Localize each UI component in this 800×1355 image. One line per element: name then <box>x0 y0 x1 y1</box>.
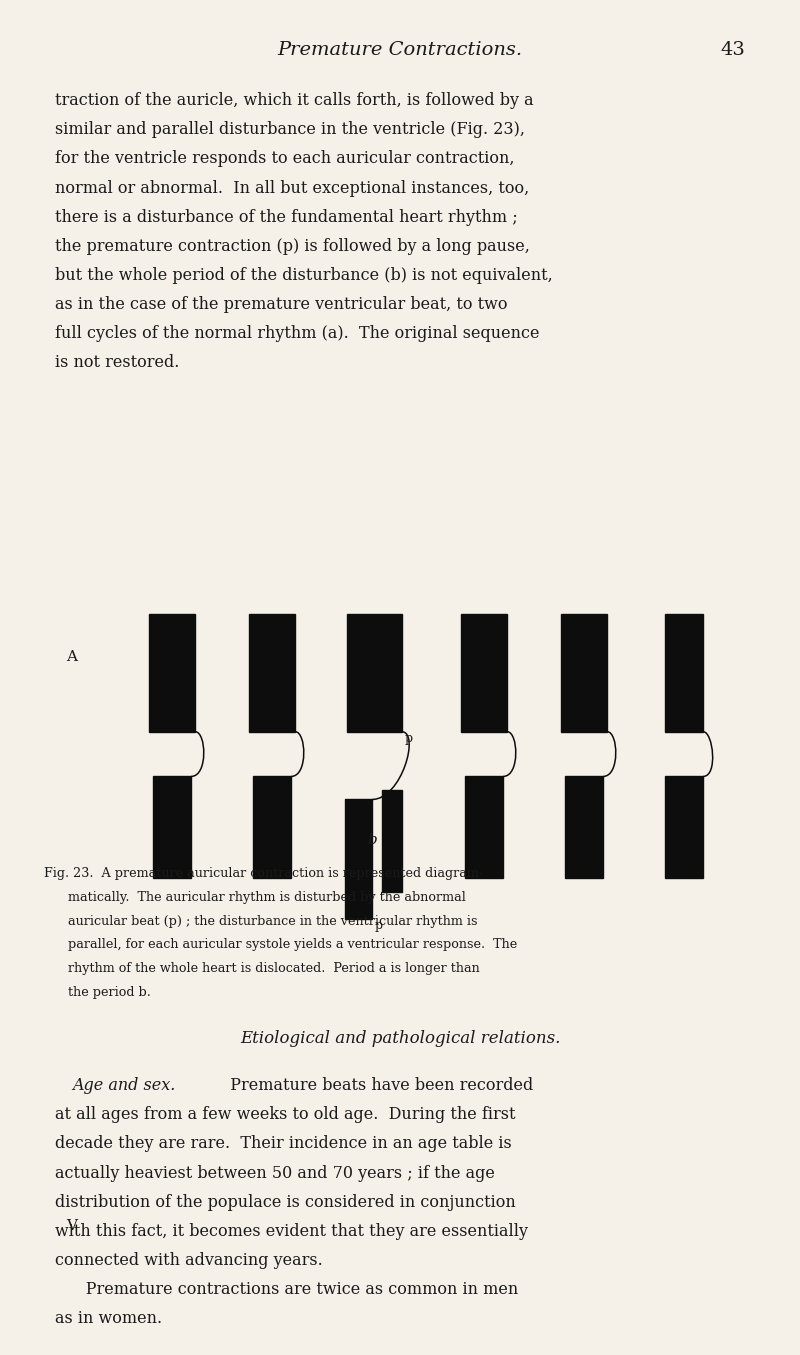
Bar <box>153 776 191 878</box>
Text: Fig. 23.  A premature auricular contraction is represented diagram-: Fig. 23. A premature auricular contracti… <box>44 867 483 881</box>
Text: actually heaviest between 50 and 70 years ; if the age: actually heaviest between 50 and 70 year… <box>55 1164 495 1182</box>
Text: Etiological and pathological relations.: Etiological and pathological relations. <box>240 1030 560 1047</box>
Text: but the whole period of the disturbance (b) is not equivalent,: but the whole period of the disturbance … <box>55 267 553 285</box>
Text: as in the case of the premature ventricular beat, to two: as in the case of the premature ventricu… <box>55 295 507 313</box>
Bar <box>665 776 703 878</box>
Text: similar and parallel disturbance in the ventricle (Fig. 23),: similar and parallel disturbance in the … <box>55 122 525 138</box>
Text: matically.  The auricular rhythm is disturbed by the abnormal: matically. The auricular rhythm is distu… <box>68 892 466 904</box>
Bar <box>465 776 503 878</box>
Text: connected with advancing years.: connected with advancing years. <box>55 1252 323 1270</box>
Text: parallel, for each auricular systole yields a ventricular response.  The: parallel, for each auricular systole yie… <box>68 938 518 951</box>
Bar <box>382 790 402 892</box>
Text: p: p <box>375 919 383 932</box>
Text: b: b <box>367 833 377 847</box>
Text: the premature contraction (p) is followed by a long pause,: the premature contraction (p) is followe… <box>55 238 530 255</box>
Text: traction of the auricle, which it calls forth, is followed by a: traction of the auricle, which it calls … <box>55 92 534 110</box>
Text: auricular beat (p) ; the disturbance in the ventricular rhythm is: auricular beat (p) ; the disturbance in … <box>68 915 478 928</box>
Text: there is a disturbance of the fundamental heart rhythm ;: there is a disturbance of the fundamenta… <box>55 209 518 226</box>
Text: Premature contractions are twice as common in men: Premature contractions are twice as comm… <box>55 1280 518 1298</box>
Bar <box>347 614 402 732</box>
Text: as in women.: as in women. <box>55 1310 162 1328</box>
Text: A: A <box>66 650 78 664</box>
Bar <box>665 614 703 732</box>
Text: p: p <box>405 732 413 745</box>
Bar <box>249 614 295 732</box>
Text: V: V <box>66 1220 78 1233</box>
Text: is not restored.: is not restored. <box>55 354 179 371</box>
Text: at all ages from a few weeks to old age.  During the first: at all ages from a few weeks to old age.… <box>55 1106 516 1123</box>
Text: with this fact, it becomes evident that they are essentially: with this fact, it becomes evident that … <box>55 1222 528 1240</box>
Text: 43: 43 <box>720 41 745 58</box>
Text: decade they are rare.  Their incidence in an age table is: decade they are rare. Their incidence in… <box>55 1135 512 1153</box>
Text: normal or abnormal.  In all but exceptional instances, too,: normal or abnormal. In all but exception… <box>55 179 530 196</box>
Text: full cycles of the normal rhythm (a).  The original sequence: full cycles of the normal rhythm (a). Th… <box>55 325 539 343</box>
Text: for the ventricle responds to each auricular contraction,: for the ventricle responds to each auric… <box>55 150 514 168</box>
Bar <box>565 776 603 878</box>
Bar <box>561 614 607 732</box>
Bar <box>253 776 291 878</box>
Text: Age and sex.: Age and sex. <box>72 1077 175 1095</box>
Text: rhythm of the whole heart is dislocated.  Period a is longer than: rhythm of the whole heart is dislocated.… <box>68 962 480 976</box>
Text: distribution of the populace is considered in conjunction: distribution of the populace is consider… <box>55 1194 516 1211</box>
Text: the period b.: the period b. <box>68 985 151 999</box>
Bar <box>345 799 372 919</box>
Bar <box>461 614 507 732</box>
Bar <box>149 614 195 732</box>
Text: Premature beats have been recorded: Premature beats have been recorded <box>220 1077 534 1095</box>
Text: Premature Contractions.: Premature Contractions. <box>278 41 522 58</box>
